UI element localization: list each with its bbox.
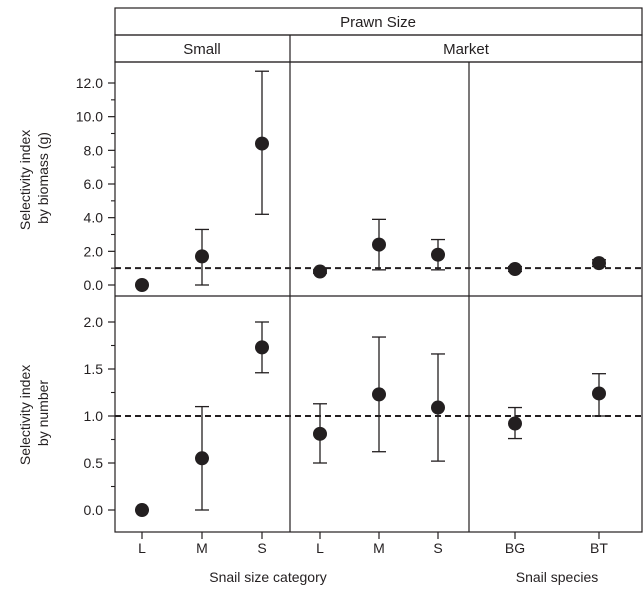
point-number-market-m <box>372 387 386 402</box>
column-label-small: Small <box>183 41 221 58</box>
xlabel-snail-size-category: Snail size category <box>209 569 327 585</box>
ytick-label-biomass-4: 8.0 <box>84 142 104 158</box>
chart-frame <box>114 7 643 533</box>
xtick-label-4-m: M <box>373 540 385 556</box>
ylabel-number: Selectivity index by number <box>17 361 51 465</box>
xtick-label-7-bt: BT <box>590 540 608 556</box>
ytick-label-number-1: 0.5 <box>84 455 104 471</box>
xtick-label-5-s: S <box>433 540 442 556</box>
xtick-label-2-s: S <box>257 540 266 556</box>
xtick-label-3-l: L <box>316 540 324 556</box>
header-prawn-size: Prawn Size <box>340 14 416 31</box>
point-number-market-bg <box>508 416 522 431</box>
point-biomass-small-l <box>135 278 149 292</box>
point-number-small-m <box>195 451 209 466</box>
ytick-label-biomass-1: 2.0 <box>84 243 104 259</box>
point-biomass-market-bt <box>592 256 606 271</box>
point-number-market-s <box>431 400 445 415</box>
ytick-label-biomass-5: 10.0 <box>76 109 103 125</box>
ytick-label-biomass-6: 12.0 <box>76 75 103 91</box>
ytick-label-number-3: 1.5 <box>84 361 104 377</box>
ylabel-number-line-2: by number <box>35 380 51 446</box>
ylabel-number-line-1: Selectivity index <box>17 365 33 465</box>
point-number-small-s <box>255 340 269 355</box>
ylabel-biomass-line-2: by biomass (g) <box>35 132 51 224</box>
xtick-label-0-l: L <box>138 540 146 556</box>
point-number-market-l <box>313 426 327 441</box>
point-biomass-market-l <box>313 264 327 279</box>
ytick-label-number-0: 0.0 <box>84 502 104 518</box>
ytick-label-biomass-3: 6.0 <box>84 176 104 192</box>
point-biomass-market-bg <box>508 262 522 277</box>
xlabel-snail-species: Snail species <box>516 569 599 585</box>
ytick-label-biomass-2: 4.0 <box>84 210 104 226</box>
point-biomass-small-m <box>195 249 209 264</box>
plot-panel-border <box>114 61 643 533</box>
ylabel-biomass-line-1: Selectivity index <box>17 130 33 230</box>
point-number-market-bt <box>592 386 606 401</box>
ytick-label-number-4: 2.0 <box>84 314 104 330</box>
ytick-label-number-2: 1.0 <box>84 408 104 424</box>
ylabel-biomass: Selectivity index by biomass (g) <box>17 126 51 230</box>
ytick-label-biomass-0: 0.0 <box>84 277 104 293</box>
chart-marks: 0.0 2.0 4.0 6.0 8.0 10.0 12.0 0.0 0.5 1.0 1.5 2.0 L M… <box>76 70 642 556</box>
xtick-label-1-m: M <box>196 540 208 556</box>
point-biomass-small-s <box>255 136 269 151</box>
xtick-label-6-bg: BG <box>505 540 525 556</box>
point-biomass-market-s <box>431 247 445 262</box>
point-biomass-market-m <box>372 237 386 252</box>
point-number-small-l <box>135 503 149 517</box>
column-label-market: Market <box>443 41 490 58</box>
